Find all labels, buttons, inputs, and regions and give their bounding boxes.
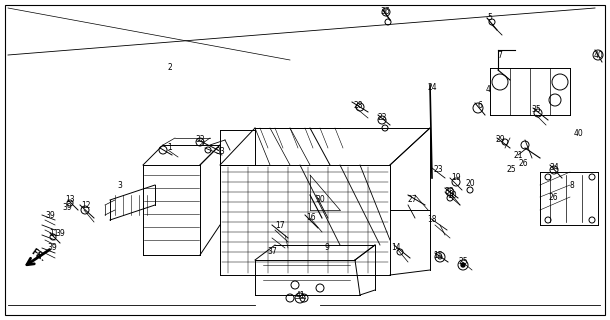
Text: 32: 32 bbox=[195, 135, 205, 145]
Text: 18: 18 bbox=[427, 215, 437, 225]
Text: 16: 16 bbox=[306, 213, 316, 222]
Text: 41: 41 bbox=[295, 292, 305, 300]
Text: 29: 29 bbox=[495, 135, 505, 145]
Text: 10: 10 bbox=[447, 190, 457, 199]
Text: 7: 7 bbox=[498, 51, 503, 60]
Text: 11: 11 bbox=[49, 228, 59, 237]
Circle shape bbox=[461, 263, 465, 267]
Text: 39: 39 bbox=[62, 204, 72, 212]
Text: 39: 39 bbox=[45, 211, 55, 220]
Text: 25: 25 bbox=[458, 258, 468, 267]
Text: 36: 36 bbox=[380, 7, 390, 17]
Text: 19: 19 bbox=[451, 173, 461, 182]
Text: 37: 37 bbox=[267, 247, 277, 257]
Text: FR.: FR. bbox=[29, 247, 47, 263]
Text: 28: 28 bbox=[353, 100, 363, 109]
Text: 17: 17 bbox=[275, 220, 285, 229]
Text: 21: 21 bbox=[513, 150, 523, 159]
Text: 38: 38 bbox=[444, 188, 454, 196]
Text: 3: 3 bbox=[118, 180, 123, 189]
Text: 5: 5 bbox=[487, 13, 492, 22]
Text: 33: 33 bbox=[215, 148, 225, 156]
Text: 13: 13 bbox=[65, 196, 75, 204]
Text: 23: 23 bbox=[433, 165, 443, 174]
Text: 26: 26 bbox=[548, 194, 558, 203]
Text: 26: 26 bbox=[518, 158, 528, 167]
Text: 27: 27 bbox=[407, 196, 417, 204]
Text: 12: 12 bbox=[81, 201, 91, 210]
Text: 34: 34 bbox=[549, 164, 559, 172]
Text: 40: 40 bbox=[593, 51, 603, 60]
Text: 39: 39 bbox=[55, 228, 65, 237]
Text: 8: 8 bbox=[570, 180, 575, 189]
Text: 22: 22 bbox=[377, 114, 387, 123]
Text: 24: 24 bbox=[427, 83, 437, 92]
Text: 6: 6 bbox=[478, 100, 483, 109]
Text: 14: 14 bbox=[391, 244, 401, 252]
Text: 9: 9 bbox=[325, 243, 329, 252]
Text: 15: 15 bbox=[433, 251, 443, 260]
Text: 39: 39 bbox=[47, 244, 57, 252]
Text: 20: 20 bbox=[465, 179, 475, 188]
Text: 4: 4 bbox=[486, 85, 490, 94]
Text: 25: 25 bbox=[506, 165, 516, 174]
Text: 2: 2 bbox=[168, 63, 173, 73]
Text: 35: 35 bbox=[531, 106, 541, 115]
Text: 30: 30 bbox=[315, 196, 325, 204]
Text: 1: 1 bbox=[168, 143, 173, 153]
Text: 40: 40 bbox=[574, 129, 584, 138]
